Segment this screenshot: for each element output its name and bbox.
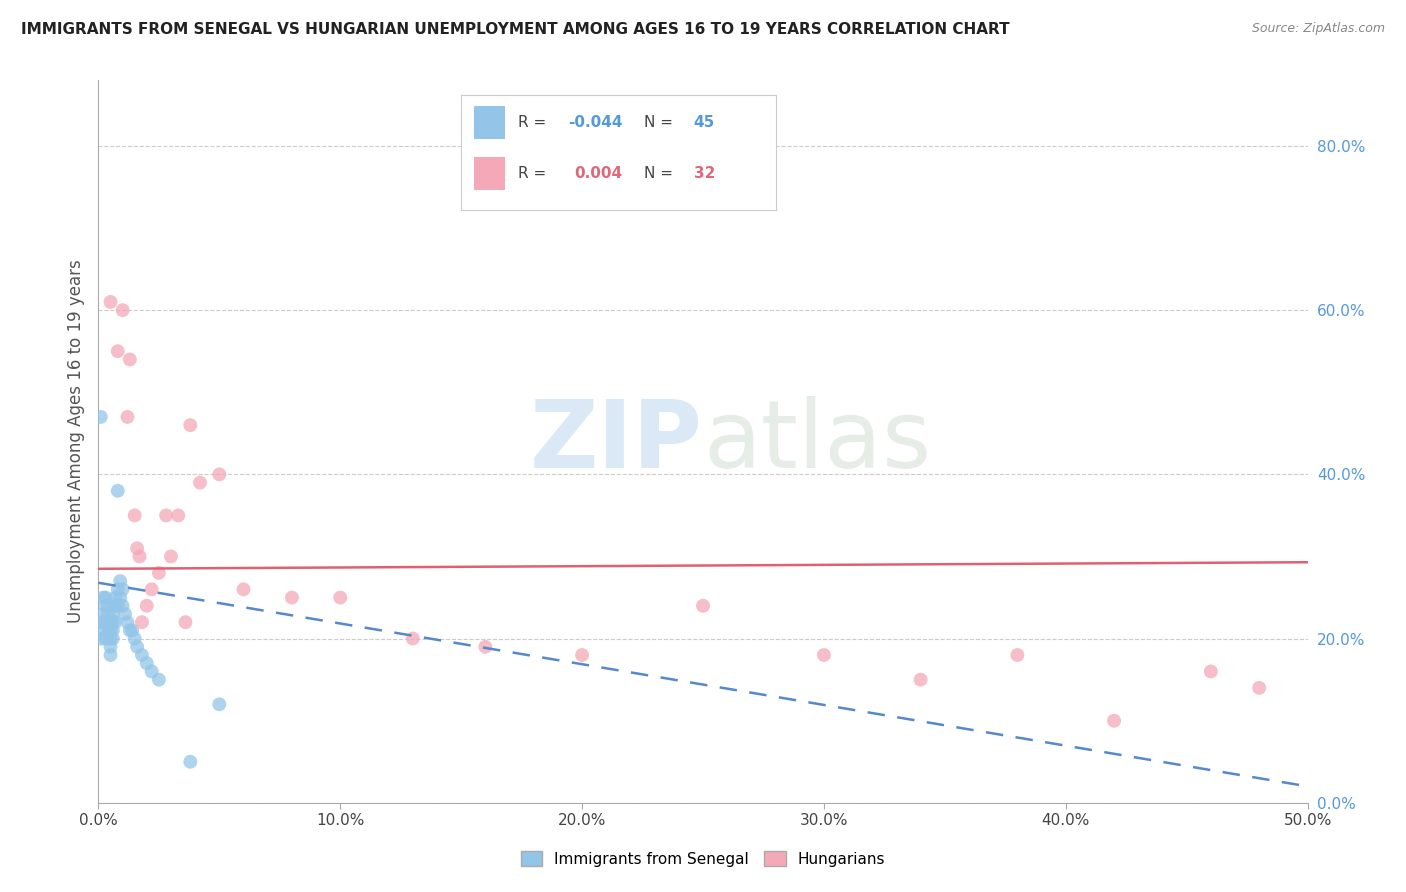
Y-axis label: Unemployment Among Ages 16 to 19 years: Unemployment Among Ages 16 to 19 years (66, 260, 84, 624)
Point (91, 624, 114, 638)
Point (101, 607, 124, 621)
Point (127, 541, 149, 556)
Point (107, 483, 129, 498)
Point (1249, 681, 1271, 695)
Point (474, 640, 496, 654)
Point (208, 698, 231, 712)
Point (208, 467, 231, 482)
Point (692, 599, 714, 613)
Point (910, 673, 932, 687)
Point (97, 607, 120, 621)
Point (101, 615, 124, 630)
Point (232, 582, 254, 597)
Point (179, 755, 201, 769)
Point (94, 599, 117, 613)
Text: Source: ZipAtlas.com: Source: ZipAtlas.com (1251, 22, 1385, 36)
Point (97, 615, 120, 630)
Point (90, 632, 112, 646)
Point (118, 352, 141, 367)
Point (91, 591, 114, 605)
Point (148, 566, 170, 580)
Point (94, 632, 117, 646)
Point (128, 549, 150, 564)
Text: atlas: atlas (703, 395, 931, 488)
Point (135, 599, 157, 613)
Point (402, 632, 425, 646)
Point (127, 640, 149, 654)
Legend: Immigrants from Senegal, Hungarians: Immigrants from Senegal, Hungarians (513, 844, 893, 875)
Point (167, 508, 190, 523)
Point (329, 591, 352, 605)
Point (101, 632, 124, 646)
Point (107, 599, 129, 613)
Point (94, 615, 117, 630)
Point (179, 418, 201, 433)
Point (160, 549, 183, 564)
Point (131, 615, 153, 630)
Point (97, 599, 120, 613)
Point (174, 615, 197, 630)
Point (141, 665, 163, 679)
Point (100, 295, 122, 310)
Point (281, 591, 304, 605)
Point (91, 607, 114, 621)
Point (100, 615, 122, 630)
Point (101, 624, 124, 638)
Point (1007, 648, 1029, 662)
Point (131, 648, 153, 662)
Point (111, 303, 134, 318)
Point (135, 657, 157, 671)
Point (90, 615, 112, 630)
Point (148, 673, 170, 687)
Point (188, 475, 211, 490)
Point (94, 591, 117, 605)
Point (108, 591, 131, 605)
Point (1102, 714, 1125, 728)
Point (100, 648, 122, 662)
Point (97, 624, 120, 638)
Point (100, 632, 122, 646)
Point (118, 624, 141, 638)
Point (90, 409, 112, 424)
Point (100, 640, 122, 654)
Point (117, 409, 139, 424)
Point (104, 591, 127, 605)
Point (107, 582, 129, 597)
Point (111, 582, 134, 597)
Point (141, 582, 163, 597)
Text: ZIP: ZIP (530, 395, 703, 488)
Point (1199, 665, 1222, 679)
Point (813, 648, 835, 662)
Point (100, 624, 122, 638)
Point (117, 615, 139, 630)
Point (121, 624, 143, 638)
Point (111, 599, 134, 613)
Text: IMMIGRANTS FROM SENEGAL VS HUNGARIAN UNEMPLOYMENT AMONG AGES 16 TO 19 YEARS CORR: IMMIGRANTS FROM SENEGAL VS HUNGARIAN UNE… (21, 22, 1010, 37)
Point (107, 344, 129, 359)
Point (155, 508, 177, 523)
Point (124, 508, 146, 523)
Point (114, 607, 136, 621)
Point (571, 648, 593, 662)
Point (104, 615, 127, 630)
Point (124, 632, 146, 646)
Point (108, 574, 131, 588)
Point (104, 599, 127, 613)
